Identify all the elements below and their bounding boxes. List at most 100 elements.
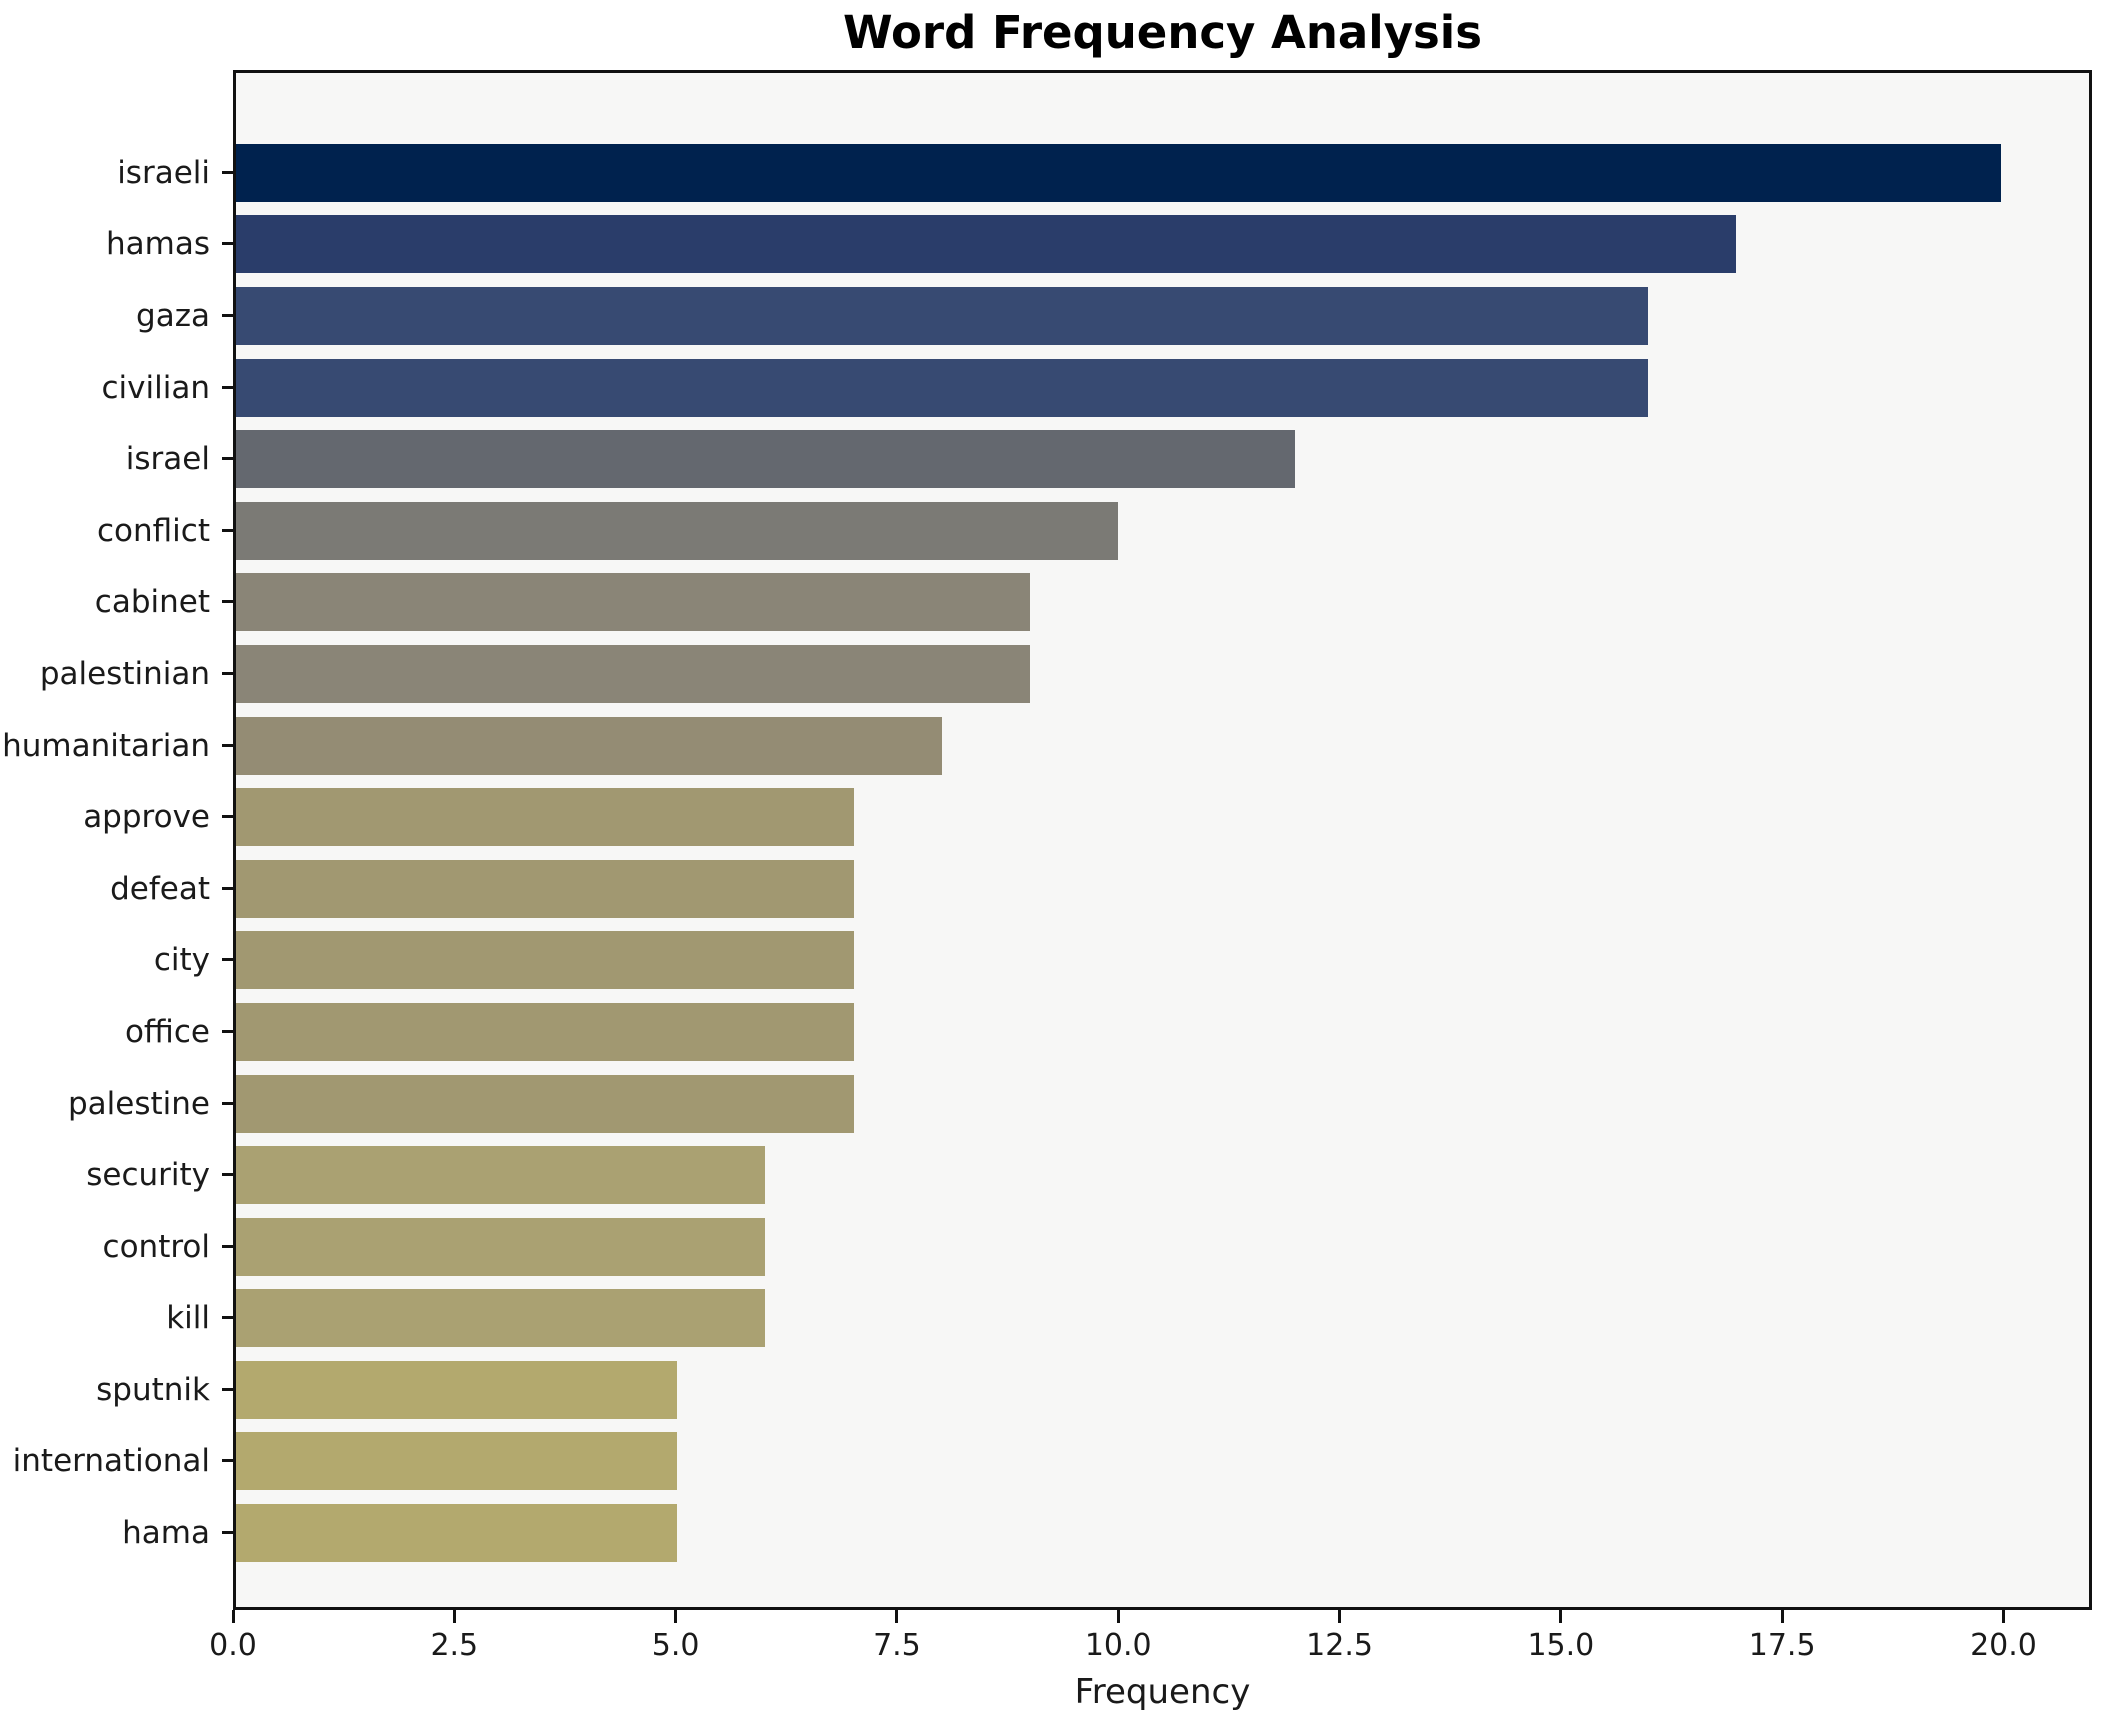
bar-row: international [13,1426,2089,1498]
x-tick [2001,1610,2005,1623]
x-tick-label: 17.5 [1748,1628,1816,1663]
bar [236,788,854,847]
y-axis-label: palestine [68,1085,210,1122]
bar [236,430,1295,489]
bar-row: palestinian [40,638,2089,710]
y-tick [222,671,233,675]
y-axis-label: approve [83,799,210,836]
bar-row: office [125,996,2089,1068]
y-axis-label: humanitarian [2,727,210,764]
bar-row: sputnik [96,1354,2089,1426]
bar-row: approve [83,781,2089,853]
bar [236,143,2001,202]
bar-row: hama [122,1497,2089,1569]
y-tick [222,528,233,532]
bar [236,644,1031,703]
chart-title: Word Frequency Analysis [842,6,1483,59]
bar [236,1074,854,1133]
y-tick [222,1029,233,1033]
y-tick [222,1101,233,1105]
bar [236,573,1031,632]
y-axis-label: hamas [106,226,210,263]
y-tick [222,385,233,389]
y-tick [222,1387,233,1391]
x-tick-label: 20.0 [1970,1628,2037,1663]
y-axis-label: israel [125,441,210,478]
y-tick [222,170,233,174]
x-axis: 0.0 2.5 5.0 7.5 10.0 12.5 15.0 17.5 20.0 [209,1610,2092,1670]
bar [236,716,942,775]
y-axis-label: gaza [136,297,210,334]
y-axis-label: civilian [101,369,211,406]
x-tick [1559,1610,1563,1623]
x-tick-label: 0.0 [209,1628,257,1663]
bar [236,215,1737,274]
bar-row: humanitarian [2,710,2089,782]
y-tick [222,457,233,461]
y-tick [222,1316,233,1320]
y-tick [222,1531,233,1535]
x-tick-label: 2.5 [430,1628,479,1663]
bar [236,1002,854,1061]
x-tick-label: 10.0 [1084,1628,1152,1663]
bar [236,1360,678,1419]
bar [236,859,854,918]
bar-row: defeat [110,853,2089,925]
bar-row: israeli [117,137,2089,209]
y-axis-label: hama [122,1515,210,1552]
bar-row: israel [126,423,2089,495]
y-tick [222,1173,233,1177]
bar [236,358,1648,417]
bar-row: kill [166,1283,2089,1355]
y-axis-label: security [86,1157,210,1194]
y-tick [222,1459,233,1463]
x-tick [452,1610,456,1623]
bar-row: palestine [68,1068,2089,1140]
bar-row: cabinet [95,567,2089,639]
y-tick [222,958,233,962]
bar [236,1432,678,1491]
y-tick [222,313,233,317]
x-tick-label: 5.0 [651,1628,700,1663]
bar-row: control [103,1211,2089,1283]
y-tick [222,242,233,246]
x-tick-label: 15.0 [1527,1628,1595,1663]
y-axis-label: israeli [117,154,210,191]
y-axis-label: kill [166,1300,210,1337]
bar [236,286,1648,345]
x-tick [1116,1610,1120,1623]
x-tick-label: 7.5 [873,1628,921,1663]
plot-area: israeli hamas gaza civilian israel conflict ca… [2,70,2092,1610]
y-tick [222,600,233,604]
y-axis-label: office [124,1013,210,1050]
bar [236,501,1119,560]
y-axis-label: defeat [110,870,210,907]
bar [236,1146,766,1205]
bar-row: hamas [106,209,2089,281]
x-tick [674,1610,678,1623]
y-axis-label: palestinian [39,655,210,692]
y-tick [222,886,233,890]
bar [236,931,854,990]
x-tick-label: 12.5 [1306,1628,1373,1663]
y-axis-label: cabinet [94,584,210,621]
bar [236,1289,766,1348]
y-axis-label: city [153,942,210,979]
y-tick [222,743,233,747]
x-tick [1780,1610,1784,1623]
y-axis-label: sputnik [96,1371,210,1408]
bar-row: conflict [97,495,2089,567]
bars-container: israeli hamas gaza civilian israel conflict ca… [2,137,2089,1569]
bar [236,1217,766,1276]
y-axis-label: control [102,1228,210,1265]
bar-row: gaza [136,280,2089,352]
bar-row: city [154,925,2089,997]
y-axis-label: conflict [97,512,210,549]
y-tick [222,815,233,819]
bar-row: civilian [102,352,2089,424]
x-tick [895,1610,899,1623]
x-tick [1338,1610,1342,1623]
bar [236,1504,678,1563]
x-axis-label: Frequency [1074,1672,1251,1712]
